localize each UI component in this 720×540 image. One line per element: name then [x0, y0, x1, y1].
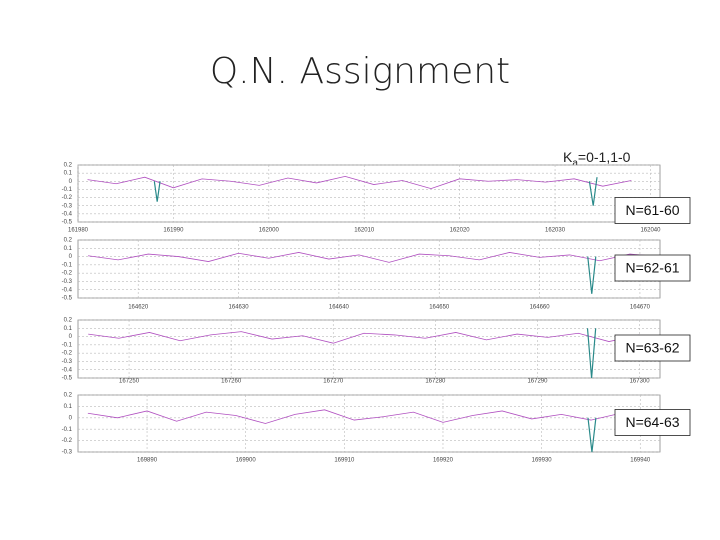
y-tick-label: 0.2 [64, 238, 73, 244]
annotation-box [614, 254, 691, 282]
y-tick-label: 0.2 [64, 393, 73, 399]
x-tick-label: 161990 [163, 228, 184, 234]
x-tick-label: 164620 [128, 305, 149, 311]
ka-label: Ka=0-1,1-0 [563, 149, 631, 169]
x-tick-label: 169900 [236, 458, 257, 464]
plot-frame [77, 319, 661, 379]
y-tick-label: -0.3 [62, 450, 73, 456]
ka-letter: K [563, 149, 573, 165]
y-tick-label: -0.2 [62, 351, 73, 357]
x-tick-label: 162020 [450, 228, 471, 234]
y-tick-label: 0.1 [64, 326, 73, 332]
x-tick-label: 169940 [630, 458, 651, 464]
y-tick-label: -0.2 [62, 195, 73, 201]
y-tick-label: 0 [69, 415, 73, 421]
annotation-box [614, 197, 691, 224]
spectrum-trace [153, 181, 161, 202]
plot-frame [77, 394, 661, 453]
y-tick-label: -0.4 [62, 287, 73, 293]
y-tick-label: -0.1 [62, 262, 73, 268]
annotation: N=63-62 [625, 340, 679, 356]
x-tick-label: 169920 [433, 458, 454, 464]
spectrum-trace [87, 409, 651, 424]
y-tick-label: -0.1 [62, 187, 73, 193]
y-tick-label: 0 [69, 254, 73, 260]
x-tick-label: 167290 [527, 379, 548, 385]
ka-rest: =0-1,1-0 [578, 149, 631, 165]
y-tick-label: 0 [69, 334, 73, 340]
plot-frame [77, 239, 661, 299]
y-tick-label: 0.1 [64, 404, 73, 410]
annotation-box [614, 409, 691, 436]
spectrum-trace [88, 331, 640, 344]
y-tick-label: 0.1 [64, 171, 73, 177]
x-tick-label: 169890 [137, 458, 158, 464]
ka-subscript: a [572, 158, 578, 169]
y-tick-label: -0.2 [62, 438, 73, 444]
y-tick-label: -0.5 [62, 376, 73, 382]
x-tick-label: 169910 [334, 458, 355, 464]
x-tick-label: 162030 [545, 228, 566, 234]
spectrum-trace [588, 177, 598, 206]
spectrum-trace [587, 417, 597, 453]
y-tick-label: 0 [69, 179, 73, 185]
y-tick-label: 0.2 [64, 318, 73, 324]
annotation: N=62-61 [625, 260, 679, 276]
x-tick-label: 167280 [425, 379, 446, 385]
annotation: N=64-63 [625, 414, 679, 430]
y-tick-label: -0.4 [62, 211, 73, 217]
spectrum-trace [586, 328, 597, 379]
y-tick-label: -0.2 [62, 271, 73, 277]
x-tick-label: 161980 [68, 228, 89, 234]
x-tick-label: 167300 [630, 379, 651, 385]
x-tick-label: 164650 [429, 305, 450, 311]
x-tick-label: 164630 [229, 305, 250, 311]
y-tick-label: -0.5 [62, 296, 73, 302]
y-tick-label: -0.1 [62, 427, 73, 433]
x-tick-label: 167260 [221, 379, 242, 385]
x-tick-label: 167270 [323, 379, 344, 385]
x-tick-label: 162040 [640, 228, 661, 234]
x-tick-label: 164670 [630, 305, 651, 311]
annotation-box [614, 334, 691, 362]
y-tick-label: -0.3 [62, 359, 73, 365]
y-tick-label: 0.2 [64, 163, 73, 169]
x-tick-label: 169930 [532, 458, 553, 464]
y-tick-label: -0.3 [62, 279, 73, 285]
x-tick-label: 164660 [530, 305, 551, 311]
y-tick-label: 0.1 [64, 246, 73, 252]
x-tick-label: 162000 [259, 228, 280, 234]
annotation: N=61-60 [625, 202, 679, 218]
spectrum-trace [87, 175, 632, 190]
slide-title: Q.N. Assignment [210, 51, 510, 92]
y-tick-label: -0.4 [62, 367, 73, 373]
y-tick-label: -0.1 [62, 342, 73, 348]
y-tick-label: -0.3 [62, 203, 73, 209]
plot-frame [77, 164, 661, 223]
y-tick-label: -0.5 [62, 220, 73, 226]
x-tick-label: 164640 [329, 305, 350, 311]
x-tick-label: 162010 [354, 228, 375, 234]
spectrum-trace [87, 252, 661, 263]
x-tick-label: 167250 [119, 379, 140, 385]
spectrum-trace [587, 256, 597, 294]
